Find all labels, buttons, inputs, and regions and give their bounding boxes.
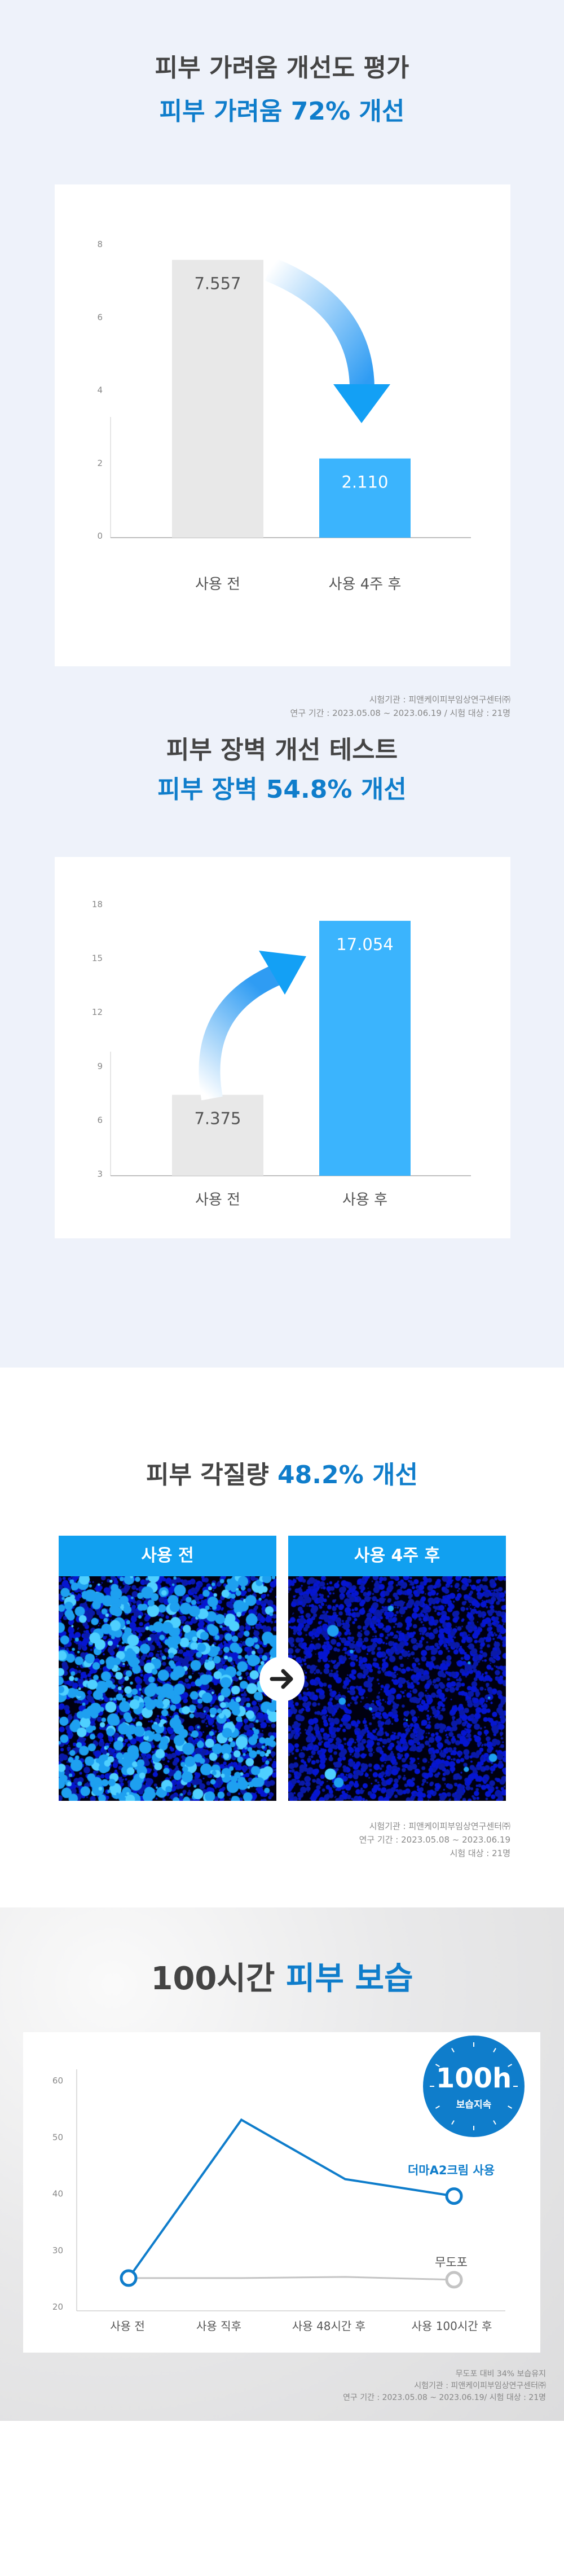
data-point	[445, 2271, 463, 2289]
footnote: 연구 기간 : 2023.05.08 ~ 2023.06.19 / 시험 대상 …	[290, 708, 510, 718]
keratin-footnotes: 시험기관 : 피앤케이피부임상연구센터㈜ 연구 기간 : 2023.05.08 …	[359, 1819, 510, 1860]
series-line	[127, 2118, 455, 2279]
bar-value-label: 2.110	[341, 473, 388, 492]
barrier-title: 피부 장벽 개선 테스트	[166, 736, 398, 764]
moisture-title-blue: 피부 보습	[285, 1960, 413, 1997]
clock-icon	[430, 2042, 518, 2130]
y-tick-label: 18	[92, 899, 103, 909]
series-label: 무도포	[435, 2256, 468, 2269]
y-tick-label: 0	[97, 531, 103, 541]
footnote: 시험기관 : 피앤케이피부임상연구센터㈜	[369, 1821, 510, 1831]
clock-tick	[493, 2047, 496, 2052]
clock-tick	[451, 2047, 455, 2052]
x-category-label: 사용 전	[195, 1192, 240, 1208]
y-tick-label: 3	[97, 1169, 103, 1179]
after-label: 사용 4주 후	[288, 1536, 506, 1576]
moisture-line-chart: 20 30 40 50 60 사용 전 사용 직후 사용 48시간 후 사용 100시간 후 더마…	[52, 2069, 505, 2333]
y-tick-label: 6	[97, 312, 103, 322]
x-category-label: 사용 전	[195, 576, 240, 593]
after-panel: 사용 4주 후	[288, 1536, 506, 1801]
itch-title: 피부 가려움 개선도 평가	[155, 54, 409, 82]
keratin-title: 피부 각질량 48.2% 개선	[0, 1463, 564, 1488]
data-point	[120, 2269, 138, 2287]
footnote: 연구 기간 : 2023.05.08 ~ 2023.06.19/ 시험 대상 :…	[343, 2393, 546, 2402]
100h-badge: 100h 보습지속	[423, 2036, 525, 2137]
clock-tick	[435, 2064, 440, 2067]
clock-tick	[451, 2120, 455, 2125]
bar-value-label: 17.054	[336, 935, 393, 954]
itch-bar-chart: 0 2 4 6 8 7.557 사용 전 2.110 사용 4주 후	[97, 239, 471, 593]
badge-label: 보습지속	[456, 2099, 492, 2111]
bar-value-label: 7.375	[194, 1109, 241, 1128]
footnote: 시험 대상 : 21명	[450, 1848, 510, 1858]
y-tick-label: 8	[97, 239, 103, 249]
y-tick-label: 20	[52, 2302, 63, 2312]
after-skin-image	[288, 1576, 506, 1801]
barrier-subtitle: 피부 장벽 54.8% 개선	[157, 775, 407, 804]
y-tick-label: 12	[92, 1007, 103, 1017]
data-point	[445, 2187, 463, 2205]
series-label: 더마A2크림 사용	[408, 2164, 495, 2177]
badge-value: 100h	[435, 2063, 512, 2094]
footnote: 무도포 대비 34% 보습유지	[455, 2370, 546, 2379]
moisture-title: 100시간 피부 보습	[0, 1963, 564, 1995]
before-skin-image	[59, 1576, 276, 1801]
y-tick-label: 30	[52, 2245, 63, 2256]
clock-tick	[508, 2105, 513, 2109]
keratin-title-dark: 피부 각질량	[146, 1461, 269, 1489]
y-tick-label: 50	[52, 2132, 63, 2142]
y-tick-label: 4	[97, 385, 103, 395]
footnote: 시험기관 : 피앤케이피부임상연구센터㈜	[369, 694, 510, 705]
bar-value-label: 7.557	[194, 274, 241, 293]
up-arrow-icon	[199, 964, 282, 1101]
down-arrow-icon	[265, 257, 374, 388]
x-category-label: 사용 후	[342, 1192, 387, 1208]
up-arrow-head-icon	[259, 951, 306, 995]
arrow-right-icon	[259, 1656, 305, 1702]
moisture-footnotes: 무도포 대비 34% 보습유지 시험기관 : 피앤케이피부임상연구센터㈜ 연구 …	[343, 2368, 546, 2404]
y-tick-label: 9	[97, 1061, 103, 1071]
x-category-label: 사용 전	[110, 2319, 145, 2333]
down-arrow-head-icon	[333, 384, 390, 423]
bar	[172, 260, 263, 538]
y-tick-label: 15	[92, 953, 103, 964]
y-tick-label: 2	[97, 458, 103, 468]
x-category-label: 사용 100시간 후	[412, 2319, 492, 2333]
y-tick-label: 6	[97, 1115, 103, 1125]
clock-tick	[493, 2120, 496, 2125]
footnote: 시험기관 : 피앤케이피부임상연구센터㈜	[414, 2381, 546, 2390]
moisture-title-dark: 100시간	[151, 1960, 275, 1997]
x-category-label: 사용 직후	[196, 2319, 241, 2333]
y-tick-label: 60	[52, 2076, 63, 2086]
barrier-chart-card	[55, 857, 510, 1238]
bar	[319, 921, 411, 1176]
x-category-label: 사용 48시간 후	[292, 2319, 365, 2333]
footnote: 연구 기간 : 2023.05.08 ~ 2023.06.19	[359, 1835, 510, 1845]
before-label: 사용 전	[59, 1536, 276, 1576]
before-panel: 사용 전	[59, 1536, 276, 1801]
series-line	[129, 2276, 455, 2281]
itch-subtitle: 피부 가려움 72% 개선	[159, 97, 405, 126]
bar	[172, 1094, 263, 1176]
clock-tick	[508, 2064, 513, 2067]
keratin-title-blue: 48.2% 개선	[277, 1461, 418, 1489]
itch-footnotes: 시험기관 : 피앤케이피부임상연구센터㈜ 연구 기간 : 2023.05.08 …	[290, 693, 510, 720]
x-category-label: 사용 4주 후	[329, 576, 402, 593]
clock-tick	[435, 2105, 440, 2109]
barrier-bar-chart: 3 6 9 12 15 18 7.375 사용 전 17.054 사용 후	[92, 899, 471, 1208]
y-tick-label: 40	[52, 2189, 63, 2199]
bar	[319, 458, 411, 538]
